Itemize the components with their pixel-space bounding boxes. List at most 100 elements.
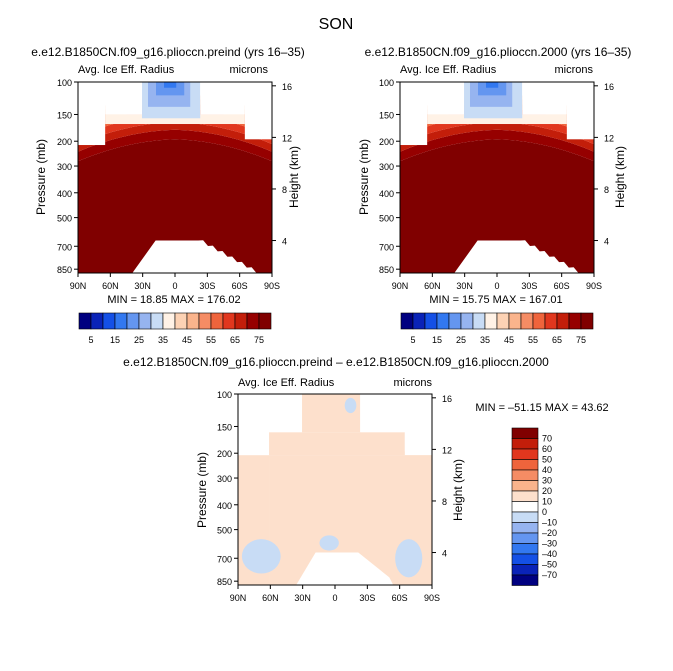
- contour-band: [400, 129, 594, 162]
- colorbar-label: 40: [542, 465, 552, 475]
- plot-area: [237, 393, 433, 586]
- contour-band: [400, 139, 594, 273]
- upper-band: [164, 82, 177, 88]
- missing-data: [200, 82, 245, 115]
- colorbar-swatch: [568, 312, 582, 330]
- y-tick-label: 300: [217, 474, 232, 484]
- y-tick-label: 500: [217, 526, 232, 536]
- colorbar-label: 20: [542, 486, 552, 496]
- colorbar-swatch: [580, 312, 594, 330]
- colorbar-swatch: [102, 312, 116, 330]
- x-tick-label: 60S: [554, 281, 570, 291]
- y-tick-label: 300: [379, 162, 394, 172]
- colorbar-label: 15: [432, 335, 442, 345]
- colorbar-swatch: [150, 312, 164, 330]
- y-tick-label: 400: [57, 189, 72, 199]
- x-axis: 90N 60N 30N 0 30S 60S 90S: [392, 273, 602, 291]
- x-tick-label: 30S: [199, 281, 215, 291]
- colorbar-label: –10: [542, 518, 557, 528]
- colorbar-label: 65: [230, 335, 240, 345]
- colorbar-swatch: [556, 312, 570, 330]
- y-right-tick-label: 4: [604, 237, 609, 247]
- colorbar-swatch: [460, 312, 474, 330]
- stats-label: MIN = 15.75 MAX = 167.01: [429, 294, 562, 306]
- contour-band: [78, 122, 272, 152]
- variable-label: Avg. Ice Eff. Radius: [78, 64, 175, 76]
- colorbar-swatch: [511, 522, 539, 534]
- colorbar-swatch: [484, 312, 498, 330]
- x-tick-label: 90S: [424, 593, 440, 603]
- topography-mask: [132, 240, 257, 273]
- negative-patch: [241, 539, 281, 574]
- colorbar-swatch: [186, 312, 200, 330]
- colorbar-swatch: [520, 312, 534, 330]
- topography-mask: [296, 552, 394, 585]
- colorbar-swatch: [162, 312, 176, 330]
- colorbar-swatch: [511, 574, 539, 586]
- x-tick-label: 90N: [392, 281, 409, 291]
- y-tick-label: 700: [217, 554, 232, 564]
- y-tick-label: 200: [57, 137, 72, 147]
- colorbar-swatch: [138, 312, 152, 330]
- colorbar-label: –50: [542, 560, 557, 570]
- colorbar-swatch: [511, 490, 539, 502]
- colorbar-swatch: [511, 438, 539, 450]
- colorbar-swatch: [511, 469, 539, 481]
- panel-2000: e.e12.B1850CN.f09_g16.plioccn.2000 (yrs …: [357, 45, 631, 345]
- colorbar-swatch: [400, 312, 414, 330]
- y-axis-title: Pressure (mb): [34, 139, 48, 215]
- y-axis-right-title: Height (km): [287, 146, 301, 208]
- plot-area: [77, 81, 273, 274]
- x-tick-label: 60N: [262, 593, 279, 603]
- y-right-tick-label: 12: [442, 445, 452, 455]
- x-tick-label: 30S: [359, 593, 375, 603]
- colorbar-label: 45: [182, 335, 192, 345]
- colorbar-label: 35: [480, 335, 490, 345]
- stats-label: MIN = 18.85 MAX = 176.02: [107, 294, 240, 306]
- colorbar-label: 25: [134, 335, 144, 345]
- contour-band: [400, 122, 594, 152]
- y-axis-right-title: Height (km): [613, 146, 627, 208]
- colorbar-swatch: [511, 532, 539, 544]
- colorbar-swatch: [511, 427, 539, 439]
- colorbar-swatch: [198, 312, 212, 330]
- colorbar-label: –30: [542, 539, 557, 549]
- panel-preind: e.e12.B1850CN.f09_g16.plioccn.preind (yr…: [31, 45, 305, 345]
- panel-title: e.e12.B1850CN.f09_g16.plioccn.2000 (yrs …: [365, 45, 632, 59]
- y-axis-right-title: Height (km): [451, 459, 465, 521]
- contour-band: [78, 139, 272, 273]
- panel-difference: e.e12.B1850CN.f09_g16.plioccn.preind – e…: [123, 355, 608, 603]
- colorbar-label: 55: [528, 335, 538, 345]
- x-tick-label: 30N: [294, 593, 311, 603]
- y-tick-label: 100: [57, 78, 72, 88]
- colorbar-label: 75: [254, 335, 264, 345]
- colorbar-label: 5: [88, 335, 93, 345]
- x-tick-label: 30N: [134, 281, 151, 291]
- missing-data: [360, 394, 405, 433]
- y-right-tick-label: 16: [442, 394, 452, 404]
- y-tick-label: 850: [379, 265, 394, 275]
- negative-patch: [344, 397, 357, 414]
- y-axis: 100 150 200 300 400 500 700 850: [57, 78, 78, 275]
- units-label: microns: [554, 64, 593, 76]
- y-tick-label: 200: [217, 449, 232, 459]
- missing-data: [400, 82, 428, 146]
- colorbar-swatch: [511, 564, 539, 576]
- y-tick-label: 100: [217, 390, 232, 400]
- y-axis: 100 150 200 300 400 500 700 850: [379, 78, 400, 275]
- colorbar-swatch: [114, 312, 128, 330]
- missing-data: [269, 394, 303, 433]
- colorbar-swatch: [210, 312, 224, 330]
- colorbar-label: –20: [542, 528, 557, 538]
- colorbar-swatch: [222, 312, 236, 330]
- y-tick-label: 150: [379, 110, 394, 120]
- colorbar-swatch: [234, 312, 248, 330]
- y-tick-label: 850: [217, 577, 232, 587]
- x-tick-label: 90N: [70, 281, 87, 291]
- colorbar-label: –70: [542, 570, 557, 580]
- colorbar-swatch: [448, 312, 462, 330]
- x-tick-label: 30N: [456, 281, 473, 291]
- x-tick-label: 90S: [586, 281, 602, 291]
- colorbar-swatch: [246, 312, 260, 330]
